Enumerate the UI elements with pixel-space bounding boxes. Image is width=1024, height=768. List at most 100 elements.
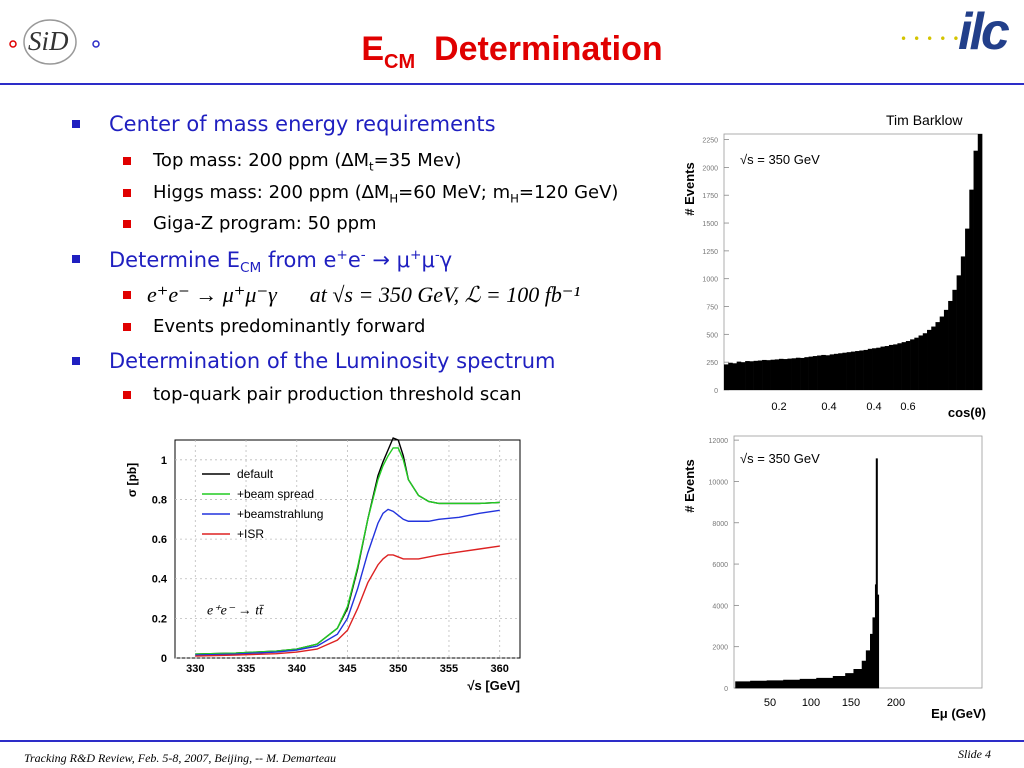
- hist-bar: [922, 333, 928, 390]
- x-axis-label: Eμ (GeV): [931, 706, 986, 721]
- y-tick-label: 0.8: [152, 494, 167, 506]
- series-line-isr: [195, 545, 500, 657]
- hist-bar: [914, 337, 919, 390]
- hist-bar: [905, 341, 911, 390]
- ilc-dots: •••••: [900, 32, 966, 46]
- text-part: =120 GeV): [518, 182, 619, 203]
- hist-bar: [762, 359, 767, 390]
- legend-label: default: [237, 467, 274, 481]
- hist-bar: [821, 354, 826, 390]
- text-sup: +: [336, 247, 348, 263]
- y-axis-label: # Events: [682, 162, 697, 215]
- hist-bar: [736, 361, 742, 390]
- hist-bar: [863, 349, 869, 390]
- x-tick-label: 0.2: [771, 401, 786, 413]
- x-tick-label: 100: [802, 697, 820, 709]
- y-tick-label: 0.6: [152, 534, 167, 546]
- sub-bullet-marker: [123, 157, 131, 165]
- energy-annotation: √s = 350 GeV: [740, 152, 820, 167]
- hist-bar: [817, 355, 822, 390]
- hist-bar: [918, 335, 924, 390]
- hist-bar: [872, 348, 877, 390]
- hist-bar: [808, 356, 814, 390]
- y-tick-label: 750: [706, 305, 718, 312]
- bullet-text: Giga-Z program: 50 ppm: [153, 213, 377, 234]
- bullet-com-energy: Center of mass energy requirements: [72, 112, 496, 136]
- text-part: → μ: [365, 248, 411, 272]
- x-tick-label: 200: [887, 697, 905, 709]
- text-part: e: [347, 248, 361, 272]
- sub-threshold: top-quark pair production threshold scan: [123, 384, 522, 405]
- hist-bar: [880, 346, 886, 390]
- text-sup: +: [410, 247, 422, 263]
- x-tick-label: 50: [764, 697, 776, 709]
- y-tick-label: 0: [724, 686, 728, 693]
- hist-bar: [969, 189, 974, 390]
- hist-bar: [804, 357, 809, 390]
- title-main: E: [361, 30, 385, 68]
- x-tick-label: 0.6: [900, 401, 915, 413]
- hist-bar: [778, 358, 784, 390]
- bullet-luminosity: Determination of the Luminosity spectrum: [72, 349, 556, 373]
- hist-bar: [791, 358, 797, 390]
- hist-bar: [757, 360, 763, 390]
- credit-text: Tim Barklow: [886, 112, 963, 128]
- y-axis-label: σ [pb]: [125, 463, 139, 497]
- y-axis-label: # Events: [682, 459, 697, 512]
- y-tick-label: 8000: [712, 521, 728, 528]
- hist-bar: [977, 134, 983, 390]
- hist-bar: [960, 256, 966, 390]
- bullet-marker: [72, 120, 80, 128]
- y-tick-label: 2000: [712, 645, 728, 652]
- text-part: =60 MeV; m: [398, 182, 511, 203]
- sub-forward: Events predominantly forward: [123, 316, 426, 337]
- hist-bar: [766, 360, 771, 390]
- y-tick-label: 0.2: [152, 613, 167, 625]
- hist-bar: [795, 357, 801, 390]
- text-sub: H: [510, 191, 519, 206]
- hist-bar: [897, 343, 902, 390]
- x-tick-label: 340: [288, 663, 306, 675]
- x-axis-label: cos(θ): [948, 405, 986, 420]
- legend-label: +beam spread: [237, 487, 314, 501]
- hist-bar: [783, 359, 788, 390]
- sub-equation: e⁺e⁻ → μ⁺μ⁻γ at √s = 350 GeV, ℒ = 100 fb…: [123, 282, 580, 308]
- hist-bar: [774, 359, 780, 390]
- hist-area: [735, 458, 880, 689]
- text-part: μ: [421, 248, 435, 272]
- y-tick-label: 250: [706, 360, 718, 367]
- x-tick-label: 150: [842, 697, 860, 709]
- hist-bar: [800, 357, 805, 390]
- bullet-text: Events predominantly forward: [153, 316, 426, 337]
- hist-bar: [732, 363, 737, 390]
- x-tick-label: 330: [186, 663, 204, 675]
- sub-top-mass: Top mass: 200 ppm (∆Mt=35 Mev): [123, 150, 462, 174]
- hist-bar: [973, 150, 979, 390]
- hist-bar: [740, 362, 746, 390]
- hist-bar: [787, 358, 792, 390]
- y-tick-label: 1000: [702, 277, 718, 284]
- hist-bar: [825, 355, 831, 390]
- y-tick-label: 0: [161, 653, 167, 665]
- muon-energy-histogram: 0 2000 4000 6000 8000 10000 12000 50 100 150 200 √s…: [682, 435, 986, 721]
- hist-bar: [749, 361, 754, 390]
- hist-bar: [965, 228, 970, 390]
- energy-annotation: √s = 350 GeV: [740, 451, 820, 466]
- text-part: Determine E: [109, 248, 240, 272]
- x-tick-label: 350: [389, 663, 407, 675]
- legend-label: +ISR: [237, 527, 264, 541]
- text-sub: H: [389, 191, 399, 206]
- hist-bar: [884, 346, 890, 390]
- y-tick-label: 4000: [712, 603, 728, 610]
- sub-bullet-marker: [123, 189, 131, 197]
- y-tick-label: 0.4: [152, 574, 168, 586]
- x-tick-label: 0.4: [821, 401, 836, 413]
- y-tick-label: 500: [706, 332, 718, 339]
- footer-divider: [0, 740, 1024, 742]
- hist-bar: [943, 309, 949, 390]
- cos-theta-histogram: 0 250 500 750 1000 1250 1500 1750 2000 2250 0.2 0.4…: [682, 133, 986, 420]
- x-tick-label: 355: [440, 663, 458, 675]
- process-annotation: e⁺e⁻ → tt̄: [207, 603, 265, 618]
- hist-bar: [812, 356, 818, 390]
- sub-bullet-marker: [123, 291, 131, 299]
